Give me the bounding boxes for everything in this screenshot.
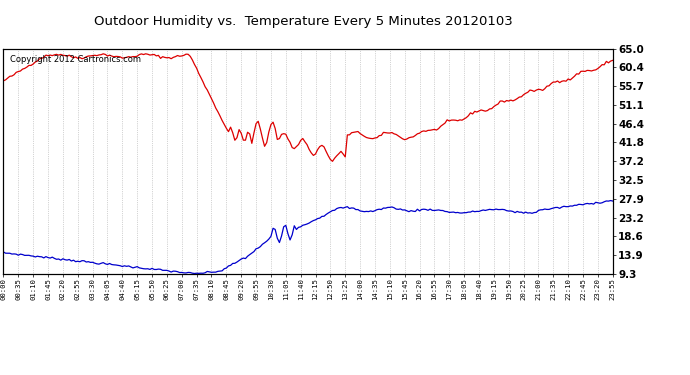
Text: Copyright 2012 Cartronics.com: Copyright 2012 Cartronics.com <box>10 56 141 64</box>
Text: Outdoor Humidity vs.  Temperature Every 5 Minutes 20120103: Outdoor Humidity vs. Temperature Every 5… <box>95 15 513 28</box>
